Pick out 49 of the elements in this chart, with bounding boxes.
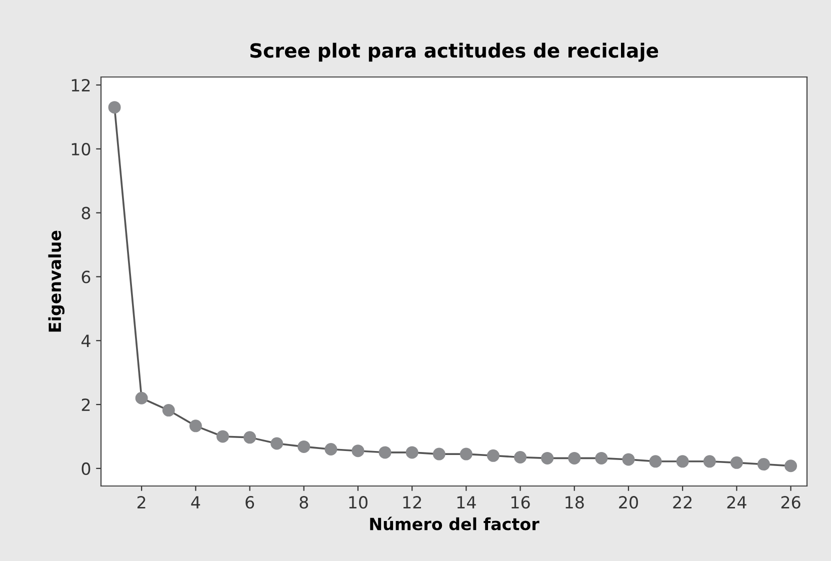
point <box>730 456 743 469</box>
point <box>541 452 554 464</box>
point <box>189 420 202 432</box>
point <box>406 446 418 459</box>
x-tick-label: 20 <box>619 496 638 509</box>
point <box>216 430 229 443</box>
point <box>757 458 770 471</box>
point <box>135 392 148 404</box>
x-tick-label: 4 <box>191 496 200 508</box>
point <box>460 448 472 460</box>
chart-title: Scree plot para actitudes de reciclaje <box>250 42 658 62</box>
y-tick-label: 4 <box>81 334 90 347</box>
point <box>162 404 175 417</box>
x-tick-label: 16 <box>512 496 530 509</box>
y-tick-label: 10 <box>72 142 90 156</box>
x-tick-label: 2 <box>137 496 146 508</box>
x-tick-label: 12 <box>403 496 422 508</box>
point <box>703 455 716 468</box>
x-tick-label: 14 <box>457 496 476 508</box>
point <box>378 446 392 459</box>
x-axis-title: Número del factor <box>370 516 540 530</box>
y-tick-label: 2 <box>82 398 90 411</box>
x-tick-label: 6 <box>246 496 254 509</box>
point <box>595 452 608 464</box>
y-tick-label: 6 <box>82 270 90 284</box>
point <box>108 101 121 114</box>
x-tick-label: 24 <box>727 496 746 508</box>
point <box>676 455 689 468</box>
x-tick-label: 8 <box>300 496 308 509</box>
point <box>486 449 500 462</box>
point <box>324 443 338 456</box>
y-tick-label: 12 <box>72 78 90 92</box>
y-axis-title: Eigenvalue <box>48 230 65 332</box>
point <box>784 460 798 472</box>
x-tick-label: 26 <box>781 496 800 509</box>
point <box>622 453 635 466</box>
y-tick-label: 8 <box>82 206 90 220</box>
point <box>298 440 310 453</box>
x-tick-label: 10 <box>349 496 368 509</box>
point <box>432 448 446 460</box>
point <box>270 437 284 450</box>
y-tick-label: 0 <box>82 462 90 475</box>
point <box>649 455 662 468</box>
x-tick-label: 18 <box>566 496 584 509</box>
x-tick-label: 22 <box>673 496 692 508</box>
point <box>514 450 527 464</box>
point <box>244 431 256 444</box>
point <box>352 444 364 458</box>
point <box>568 452 581 464</box>
